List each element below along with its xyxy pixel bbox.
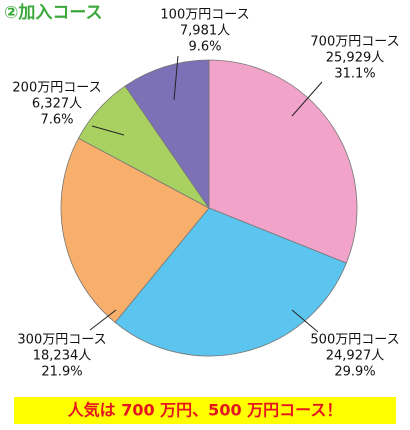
count-label: 18,234人 <box>33 349 92 364</box>
count-label: 7,981人 <box>180 24 230 39</box>
percent-label: 31.1% <box>334 67 375 82</box>
leader-line <box>173 55 179 101</box>
percent-label: 7.6% <box>40 113 73 128</box>
pie-slice <box>60 137 210 323</box>
leader-line <box>291 81 323 117</box>
percent-label: 21.9% <box>41 365 82 380</box>
chart-title: ②加入コース <box>4 3 103 23</box>
slice-label: 700万円コース <box>310 35 399 50</box>
pie <box>60 59 358 357</box>
pie-slice <box>208 59 358 264</box>
leader-line <box>89 309 117 331</box>
percent-label: 9.6% <box>188 40 221 55</box>
slice-label: 200万円コース <box>12 81 101 96</box>
count-label: 24,927人 <box>326 349 385 364</box>
annotation: 人気は 700 万円、500 万円コース！ <box>68 401 343 420</box>
leader-line <box>91 125 125 136</box>
slice-label: 500万円コース <box>310 333 399 348</box>
pie-slice <box>114 207 347 357</box>
slice-label: 100万円コース <box>160 8 249 23</box>
leader-line <box>291 309 319 333</box>
count-label: 25,929人 <box>326 51 385 66</box>
pie-slice <box>124 59 210 210</box>
banner <box>14 397 396 424</box>
count-label: 6,327人 <box>32 97 82 112</box>
percent-label: 29.9% <box>334 365 375 380</box>
slice-label: 300万円コース <box>17 333 106 348</box>
